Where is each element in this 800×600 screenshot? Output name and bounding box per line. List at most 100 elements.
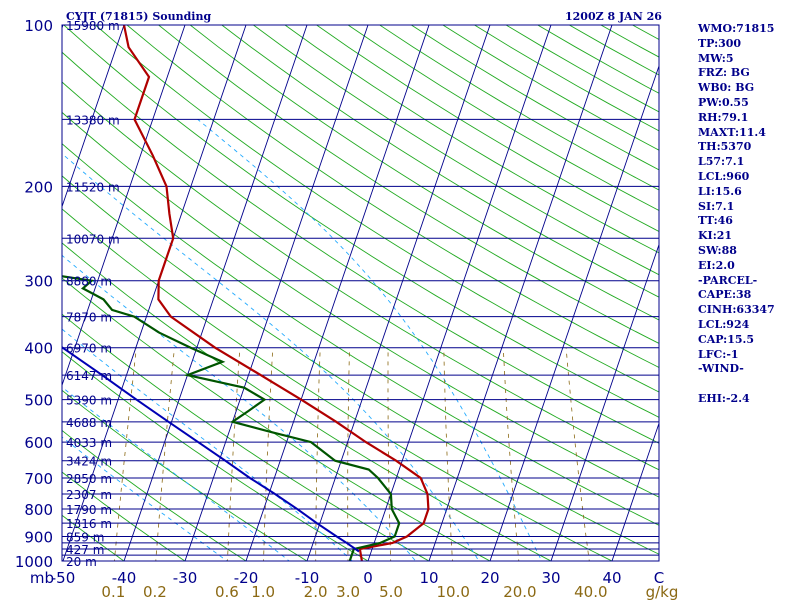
dry-adiabat bbox=[62, 429, 247, 561]
stat-item: CINH:63347 bbox=[698, 303, 775, 317]
dry-adiabat bbox=[95, 25, 659, 393]
stat-item: CAPE:38 bbox=[698, 288, 752, 302]
dewpoint-trace bbox=[62, 275, 401, 561]
stat-item: MW:5 bbox=[698, 51, 734, 65]
mixing-ratio-unit: g/kg bbox=[646, 583, 679, 600]
height-label: 8880 m bbox=[66, 275, 112, 289]
parcel-trace bbox=[62, 346, 360, 553]
dry-adiabat bbox=[189, 25, 659, 321]
temperature-tick-label: 10 bbox=[419, 569, 438, 587]
stat-item: WMO:71815 bbox=[698, 22, 775, 35]
mixing-ratio-label: 3.0 bbox=[336, 583, 360, 600]
stat-item: SW:88 bbox=[698, 243, 737, 257]
temperature-tick-label: -50 bbox=[51, 569, 76, 587]
dry-adiabat bbox=[126, 25, 659, 368]
pressure-unit-label: mb bbox=[30, 569, 54, 587]
mixing-ratio-label: 40.0 bbox=[574, 583, 607, 600]
pressure-label: 100 bbox=[24, 17, 53, 35]
pressure-label: 700 bbox=[24, 470, 53, 488]
pressure-label: 600 bbox=[24, 434, 53, 452]
dry-adiabat bbox=[158, 25, 659, 344]
stat-item: KI:21 bbox=[698, 229, 733, 243]
pressure-label: 900 bbox=[24, 528, 53, 546]
height-label: 1316 m bbox=[66, 517, 112, 531]
stat-item: EI:2.0 bbox=[698, 258, 735, 272]
temperature-trace bbox=[122, 25, 430, 561]
dry-adiabat bbox=[253, 25, 659, 276]
stat-item: TT:46 bbox=[698, 214, 733, 228]
isotherm bbox=[489, 64, 659, 561]
height-label: 20 m bbox=[66, 555, 97, 569]
height-label: 6147 m bbox=[66, 369, 112, 383]
isotherm bbox=[550, 243, 659, 561]
dry-adiabat bbox=[284, 25, 659, 254]
isotherm bbox=[184, 25, 369, 561]
stat-item: TP:300 bbox=[698, 36, 742, 50]
temperature-tick-label: -30 bbox=[173, 569, 198, 587]
mixing-ratio-label: 0.1 bbox=[101, 583, 125, 600]
isotherm bbox=[123, 25, 308, 561]
isotherm bbox=[611, 421, 659, 561]
stat-item: SI:7.1 bbox=[698, 199, 735, 213]
height-label: 2850 m bbox=[66, 472, 112, 486]
height-label: 4033 m bbox=[66, 436, 112, 450]
stat-item: LCL:960 bbox=[698, 169, 750, 183]
height-label: 2307 m bbox=[66, 488, 112, 502]
mixing-ratio-label: 0.6 bbox=[215, 583, 239, 600]
temperature-tick-label: 0 bbox=[363, 569, 373, 587]
plot-frame bbox=[61, 24, 660, 562]
stat-item: EHI:-2.4 bbox=[698, 391, 750, 405]
dry-adiabat bbox=[62, 175, 659, 555]
height-label: 3424 m bbox=[66, 455, 112, 469]
stat-item: WB0: BG bbox=[698, 81, 755, 95]
stat-item bbox=[698, 377, 798, 392]
temperature-unit-label: C bbox=[654, 569, 664, 587]
mixing-ratio-label: 2.0 bbox=[304, 583, 328, 600]
stat-item: FRZ: BG bbox=[698, 66, 750, 80]
chart-series bbox=[62, 25, 430, 561]
temperature-tick-label: 40 bbox=[602, 569, 621, 587]
stat-item: RH:79.1 bbox=[698, 110, 749, 124]
dry-adiabat bbox=[63, 25, 659, 418]
stat-item: LFC:-1 bbox=[698, 347, 739, 361]
dry-adiabat bbox=[62, 208, 614, 561]
pressure-label: 1000 bbox=[15, 553, 53, 571]
height-label: 10070 m bbox=[66, 232, 120, 246]
dry-adiabat bbox=[62, 242, 552, 561]
pressure-label: 200 bbox=[24, 178, 53, 196]
stats-panel: WMO:71815 TP:300 MW:5 FRZ: BG WB0: BG PW:0.55… bbox=[698, 22, 798, 407]
isotherm bbox=[367, 25, 552, 561]
pressure-label: 300 bbox=[24, 273, 53, 291]
mixing-ratio-label: 0.2 bbox=[143, 583, 167, 600]
isotherm bbox=[62, 25, 186, 387]
pressure-label: 400 bbox=[24, 340, 53, 358]
dry-adiabat bbox=[62, 313, 430, 561]
temperature-tick-label: -10 bbox=[295, 569, 320, 587]
mixing-ratio-label: 20.0 bbox=[503, 583, 536, 600]
temperature-tick-label: -40 bbox=[112, 569, 137, 587]
height-label: 859 m bbox=[66, 530, 104, 544]
height-label: 5390 m bbox=[66, 394, 112, 408]
stat-item: MAXT:11.4 bbox=[698, 125, 766, 139]
isotherm bbox=[62, 25, 125, 208]
dry-adiabat bbox=[62, 514, 125, 561]
temperature-tick-label: 20 bbox=[480, 569, 499, 587]
height-label: 13380 m bbox=[66, 113, 120, 127]
stat-item: PW:0.55 bbox=[698, 95, 749, 109]
stat-item: -WIND- bbox=[698, 362, 744, 376]
dry-adiabat bbox=[221, 25, 659, 298]
height-label: 4688 m bbox=[66, 416, 112, 430]
stat-item: L57:7.1 bbox=[698, 155, 745, 169]
height-label: 7870 m bbox=[66, 311, 112, 325]
dry-adiabat bbox=[62, 81, 659, 471]
stat-item: LI:15.6 bbox=[698, 184, 742, 198]
height-label: 427 m bbox=[66, 543, 104, 557]
dry-adiabat bbox=[62, 143, 659, 526]
stat-item: -PARCEL- bbox=[698, 273, 758, 287]
dry-adiabat bbox=[62, 471, 186, 561]
height-label: 11520 m bbox=[66, 180, 120, 194]
chart-title: CYJT (71815) Sounding bbox=[66, 10, 211, 23]
